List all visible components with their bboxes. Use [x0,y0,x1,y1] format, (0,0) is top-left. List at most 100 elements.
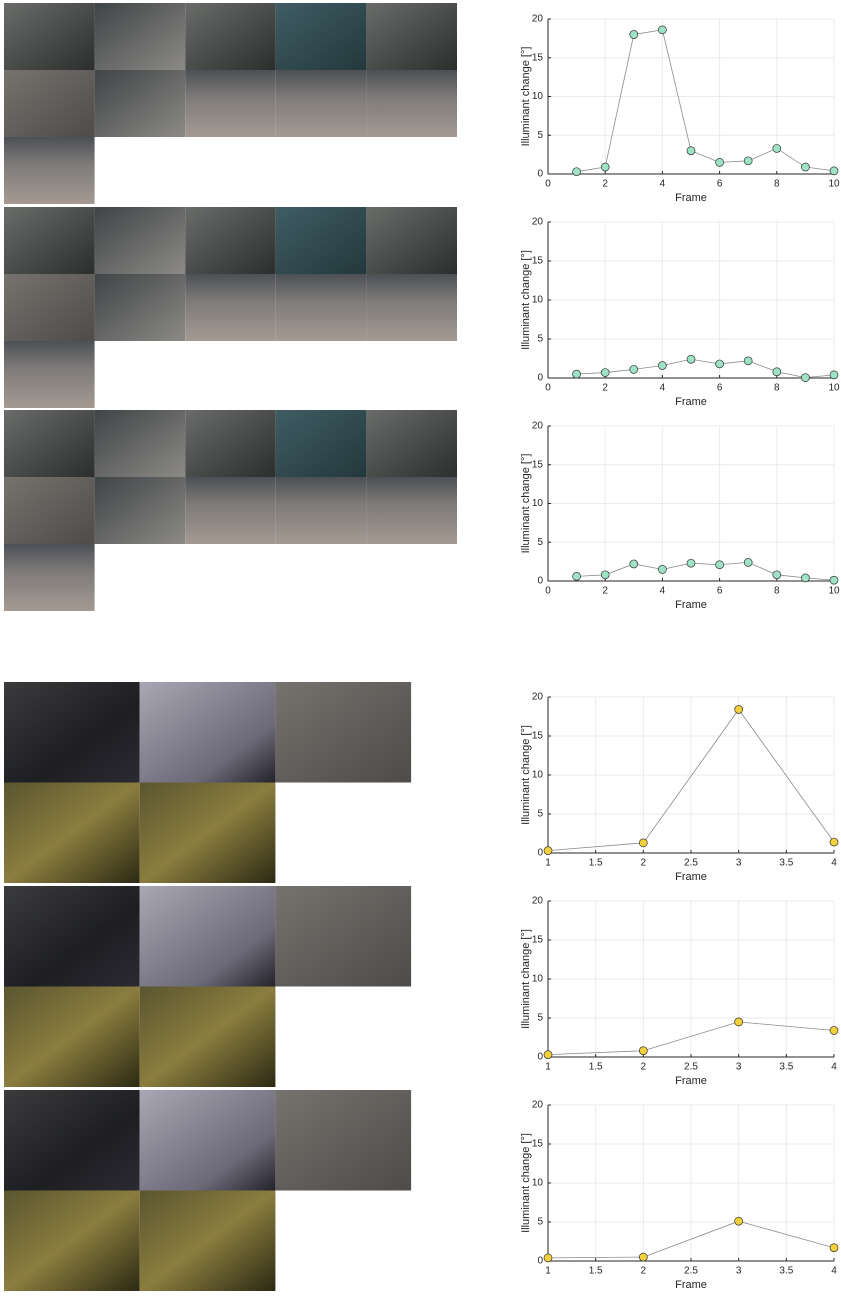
x-tick-label: 2.5 [684,1062,698,1073]
x-tick-label: 2 [602,586,608,597]
photo [276,274,367,341]
y-tick-label: 0 [537,848,543,859]
marker [544,1051,552,1059]
x-tick-label: 3 [736,1062,742,1073]
y-tick-label: 5 [537,537,543,548]
y-tick-label: 15 [532,52,544,63]
y-axis-label: Illuminant change [°] [520,1133,532,1233]
photo [95,274,186,341]
x-tick-label: 10 [828,586,840,597]
marker [573,168,581,176]
marker [801,374,809,382]
x-axis-label: Frame [675,1279,707,1291]
photo [185,70,276,137]
y-tick-label: 20 [532,421,544,432]
y-axis-label: Illuminant change [°] [520,454,532,554]
y-tick-label: 5 [537,1217,543,1228]
y-tick-label: 15 [532,256,544,267]
marker [773,144,781,152]
photo [95,70,186,137]
x-tick-label: 3.5 [779,858,793,869]
y-tick-label: 15 [532,1139,544,1150]
photo [95,207,186,274]
marker [601,163,609,171]
photo [4,1191,140,1292]
x-tick-label: 8 [774,383,780,394]
y-tick-label: 0 [537,1256,543,1267]
marker [801,574,809,582]
y-tick-label: 0 [537,576,543,587]
x-tick-label: 0 [545,586,551,597]
photo [276,207,367,274]
photo [95,3,186,70]
photo [140,1090,276,1191]
photo [4,410,95,477]
marker [639,839,647,847]
marker [687,559,695,567]
y-tick-label: 0 [537,169,543,180]
marker [630,560,638,568]
x-tick-label: 1.5 [589,858,603,869]
marker [744,357,752,365]
x-axis-label: Frame [675,396,707,408]
x-tick-label: 1 [545,858,551,869]
marker [716,360,724,368]
x-tick-label: 4 [831,1266,837,1277]
marker [744,157,752,165]
marker [601,369,609,377]
marker [830,576,838,584]
photo [4,987,140,1088]
y-tick-label: 10 [532,295,544,306]
x-tick-label: 4 [831,858,837,869]
x-tick-label: 4 [660,179,666,190]
photo [276,477,367,544]
photo [275,1090,411,1191]
y-tick-label: 5 [537,130,543,141]
y-tick-label: 10 [532,974,544,985]
photo [366,410,457,477]
y-tick-label: 10 [532,770,544,781]
photo [4,477,95,544]
marker [830,1026,838,1034]
x-tick-label: 2 [641,1266,647,1277]
y-tick-label: 0 [537,1052,543,1063]
x-axis-label: Frame [675,1075,707,1087]
x-tick-label: 0 [545,179,551,190]
marker [773,368,781,376]
x-axis-label: Frame [675,599,707,611]
marker [630,31,638,39]
marker [830,167,838,175]
y-tick-label: 15 [532,459,544,470]
y-tick-label: 10 [532,1178,544,1189]
y-tick-label: 5 [537,1013,543,1024]
y-axis-label: Illuminant change [°] [520,929,532,1029]
photo [366,70,457,137]
photo [4,207,95,274]
x-tick-label: 0 [545,383,551,394]
y-tick-label: 20 [532,14,544,25]
photo [4,70,95,137]
x-tick-label: 2 [602,383,608,394]
y-tick-label: 20 [532,692,544,703]
marker [716,158,724,166]
photo [140,886,276,987]
marker [687,147,695,155]
photo [95,410,186,477]
y-axis-label: Illuminant change [°] [520,47,532,147]
photo [4,783,140,884]
x-tick-label: 8 [774,179,780,190]
x-axis-label: Frame [675,192,707,204]
y-tick-label: 5 [537,334,543,345]
x-tick-label: 1.5 [589,1062,603,1073]
x-tick-label: 1.5 [589,1266,603,1277]
photo [366,477,457,544]
x-tick-label: 8 [774,586,780,597]
photo [4,682,140,783]
photo [95,477,186,544]
x-tick-label: 6 [717,586,723,597]
marker [544,847,552,855]
marker [601,571,609,579]
photo [366,3,457,70]
y-tick-label: 10 [532,498,544,509]
x-tick-label: 6 [717,383,723,394]
